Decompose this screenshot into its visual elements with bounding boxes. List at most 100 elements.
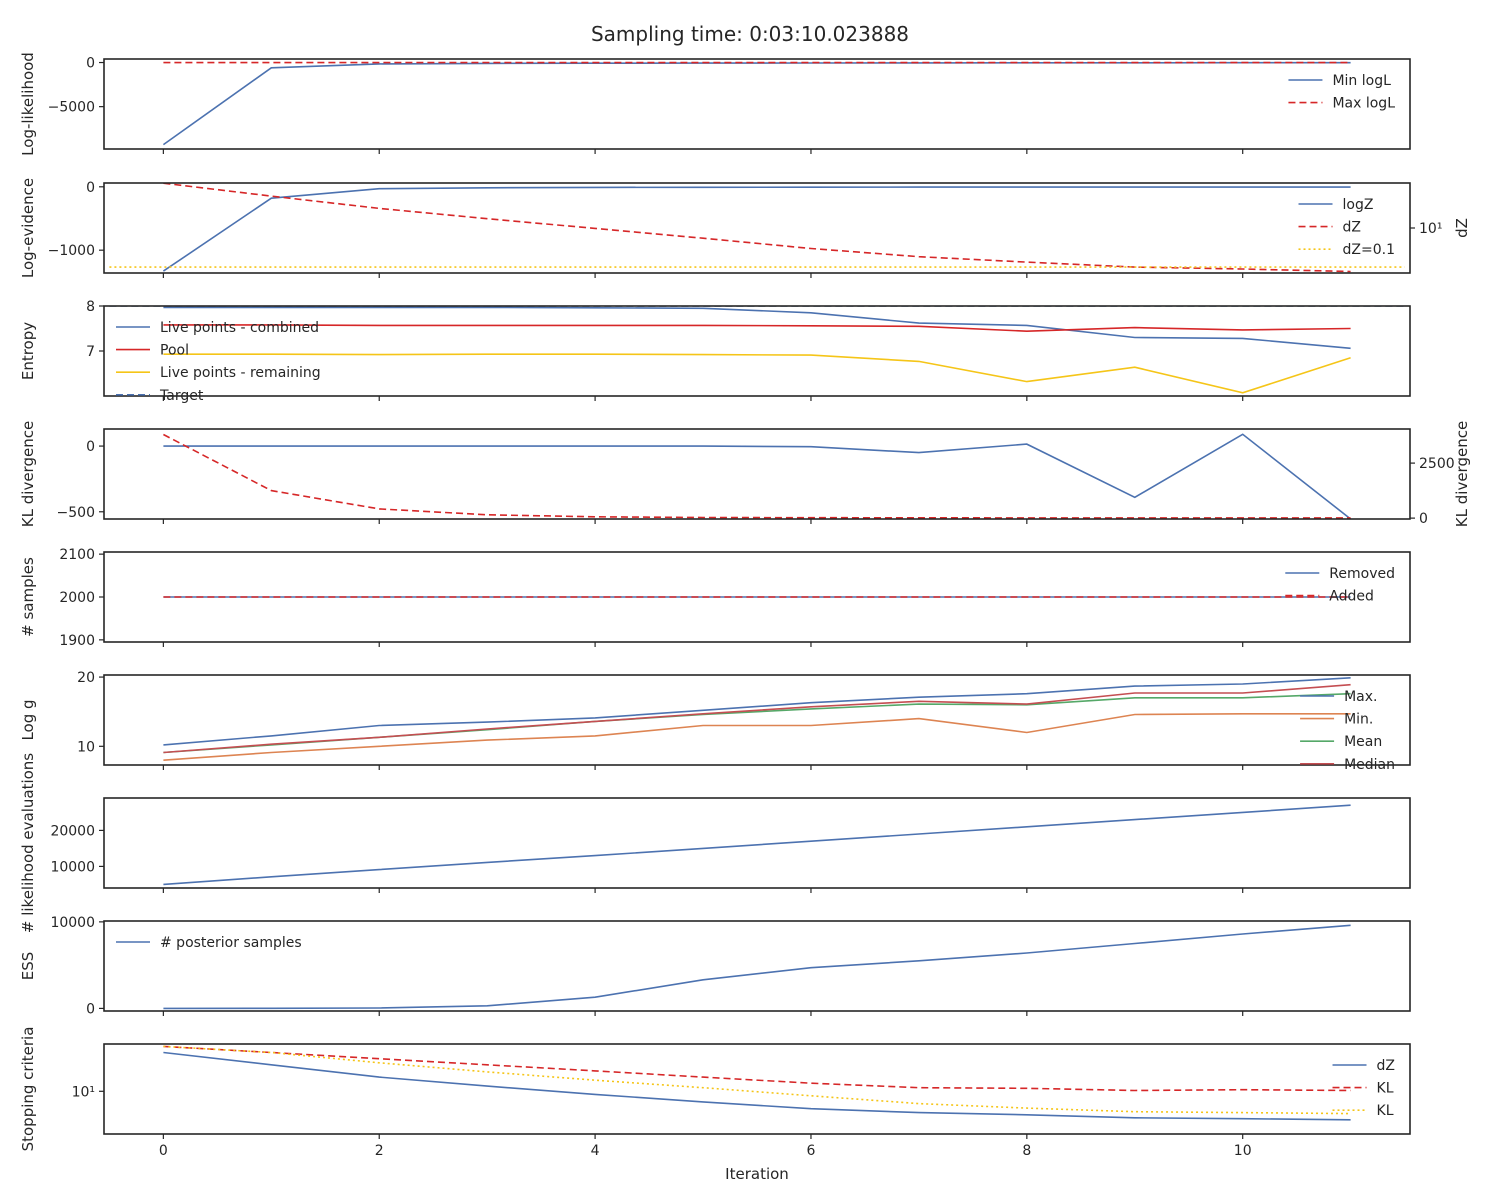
- legend-label: dZ=0.1: [1343, 242, 1395, 258]
- y-axis-label: Log-likelihood: [19, 52, 37, 156]
- y-tick-label: 1900: [59, 633, 95, 649]
- panel-frame: [103, 674, 1411, 766]
- panel-3: 0 −500 2500 0 KL divergence KL divergence: [19, 421, 1471, 527]
- panel-frame: [103, 182, 1411, 274]
- y-axis-label: Log g: [19, 699, 37, 740]
- legend: Min logL Max logL: [1288, 73, 1395, 112]
- series-line-dz: [163, 183, 1351, 273]
- legend-label: Min.: [1344, 712, 1373, 728]
- panel-frame: [103, 1043, 1411, 1135]
- series-group: [163, 804, 1351, 886]
- y2-tick-label: 2500: [1419, 456, 1455, 472]
- panel-1: 0 −1000 10¹ Log-evidence dZ logZ dZ dZ=0.1: [19, 178, 1471, 278]
- series-line-kl: [163, 1045, 1351, 1115]
- x-tick-label: 6: [807, 1143, 816, 1159]
- y-tick-label: 7: [86, 344, 95, 360]
- legend-label: Pool: [160, 343, 189, 359]
- y-tick-label: 8: [86, 299, 95, 315]
- y-tick-label: 0: [86, 439, 95, 455]
- y-axis-label: # likelihood evaluations: [19, 753, 37, 933]
- x-tick-label: 2: [375, 1143, 384, 1159]
- panel-5: 20 10 Log g Max. Min. Mean Median: [19, 670, 1411, 773]
- y-axis-label: Stopping criteria: [19, 1027, 37, 1152]
- series-line-0: [163, 804, 1351, 886]
- y-tick-label: −5000: [48, 100, 95, 116]
- panel-7: 10000 0 ESS # posterior samples: [19, 915, 1411, 1017]
- series-line-max-: [163, 677, 1351, 746]
- legend-label: Median: [1344, 757, 1395, 773]
- panel-0: 0 −5000 Log-likelihood Min logL Max logL: [19, 52, 1411, 156]
- y-axis-label: KL divergence: [19, 421, 37, 527]
- y-tick-label: 10: [77, 739, 95, 755]
- legend-label: Live points - combined: [160, 320, 319, 336]
- y-tick-label: 20000: [50, 823, 95, 839]
- y-tick-label: 0: [86, 1001, 95, 1017]
- x-tick-label: 0: [159, 1143, 168, 1159]
- y-tick-label: 20: [77, 670, 95, 686]
- y-tick-label: 10000: [50, 915, 95, 931]
- legend-label: KL: [1377, 1103, 1394, 1119]
- legend: Live points - combined Pool Live points - …: [116, 320, 321, 404]
- y-tick-label: 0: [86, 180, 95, 196]
- legend-label: Mean: [1344, 734, 1382, 750]
- series-line-live-points-remaining: [163, 353, 1351, 394]
- legend: dZ KL KL: [1332, 1058, 1395, 1119]
- series-group: [109, 306, 1405, 394]
- panel-frame: [103, 428, 1411, 520]
- legend-label: Added: [1329, 589, 1374, 605]
- panel-frame: [103, 920, 1411, 1012]
- legend-label: Target: [159, 388, 204, 404]
- legend-label: dZ: [1377, 1058, 1395, 1074]
- series-line-median: [163, 683, 1351, 754]
- series-line-min-logl: [162, 61, 1351, 146]
- y-axis-label: ESS: [19, 952, 37, 981]
- series-group: [163, 677, 1351, 761]
- y-axis-label: Entropy: [19, 322, 37, 380]
- x-tick-label: 10: [1234, 1143, 1252, 1159]
- y-tick-label: 2100: [59, 547, 95, 563]
- legend-label: Max logL: [1332, 96, 1395, 112]
- y-tick-label: −500: [57, 505, 95, 521]
- series-line--posterior-samples: [163, 924, 1351, 1010]
- x-axis-label: Iteration: [725, 1165, 789, 1183]
- legend: Removed Added: [1285, 566, 1395, 605]
- series-group: [163, 433, 1352, 519]
- legend: logZ dZ dZ=0.1: [1298, 197, 1395, 258]
- series-line-pool: [163, 324, 1351, 333]
- y-tick-label: 10000: [50, 859, 95, 875]
- y2-tick-label: 10¹: [1419, 221, 1442, 237]
- panel-frame: [103, 797, 1411, 889]
- legend: # posterior samples: [116, 935, 302, 951]
- series-group: [162, 61, 1351, 146]
- legend-label: logZ: [1343, 197, 1374, 213]
- series-line-kl: [163, 1045, 1351, 1092]
- panel-6: 20000 10000 # likelihood evaluations: [19, 753, 1411, 933]
- series-line-0: [163, 433, 1352, 519]
- legend-label: dZ: [1343, 220, 1361, 236]
- figure-title: Sampling time: 0:03:10.023888: [591, 22, 909, 46]
- x-tick-label: 4: [591, 1143, 600, 1159]
- y-tick-label: −1000: [48, 243, 95, 259]
- y-axis-label: Log-evidence: [19, 178, 37, 278]
- series-line-min-: [163, 712, 1351, 761]
- y2-axis-label: KL divergence: [1453, 421, 1471, 527]
- y-tick-label: 0: [86, 56, 95, 72]
- panel-frame: [103, 58, 1411, 150]
- y2-axis-label: dZ: [1453, 218, 1471, 238]
- legend: Max. Min. Mean Median: [1300, 689, 1395, 773]
- y-axis-label: # samples: [19, 557, 37, 637]
- series-group: [163, 924, 1351, 1010]
- series-line-live-points-combined: [163, 306, 1351, 350]
- legend-label: KL: [1377, 1081, 1394, 1097]
- legend-label: Max.: [1344, 689, 1377, 705]
- y-tick-label: 10¹: [72, 1084, 95, 1100]
- panel-4: 2100 2000 1900 # samples Removed Added: [19, 547, 1411, 649]
- legend-label: Min logL: [1332, 73, 1391, 89]
- series-line-logz: [162, 186, 1351, 272]
- legend-label: Live points - remaining: [160, 365, 321, 381]
- legend-label: # posterior samples: [160, 935, 302, 951]
- series-line-1: [163, 433, 1351, 519]
